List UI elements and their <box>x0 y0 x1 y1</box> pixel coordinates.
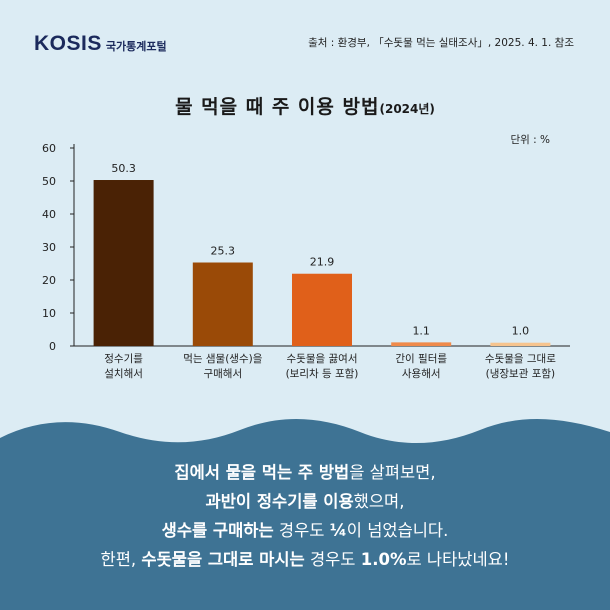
source-note: 출처 : 환경부, 「수돗물 먹는 실태조사」, 2025. 4. 1. 참조 <box>308 37 574 49</box>
x-tick-label: 설치해서 <box>104 367 143 380</box>
caption-run: 한편, <box>100 550 142 569</box>
x-tick-label: 구매해서 <box>203 367 242 380</box>
chart-title-main: 물 먹을 때 주 이용 방법 <box>175 96 380 118</box>
caption-run: 을 살펴보면, <box>349 463 436 482</box>
caption-line: 집에서 물을 먹는 주 방법을 살펴보면, <box>0 458 610 487</box>
caption-run: 수돗물을 그대로 마시는 <box>141 550 305 569</box>
caption-run: 과반이 정수기를 이용 <box>205 492 354 511</box>
caption-run: 1.0% <box>360 550 407 569</box>
x-tick-label: 수돗물을 끓여서 <box>287 353 358 365</box>
caption-run: ¼ <box>329 521 347 540</box>
x-tick-label: (냉장보관 포함) <box>486 368 556 380</box>
caption-line: 생수를 구매하는 경우도 ¼이 넘었습니다. <box>0 516 610 545</box>
bar-value-label: 50.3 <box>111 162 136 175</box>
caption-run: 로 나타났네요! <box>406 550 510 569</box>
y-tick-label: 40 <box>42 208 56 221</box>
caption-run: 경우도 <box>273 521 330 540</box>
bar <box>192 262 253 346</box>
y-tick-label: 20 <box>42 274 56 287</box>
chart-title-year: (2024년) <box>379 102 435 116</box>
caption-run: 생수를 구매하는 <box>161 521 274 540</box>
bar <box>391 342 452 346</box>
y-tick-label: 30 <box>42 241 56 254</box>
y-tick-label: 0 <box>49 340 56 353</box>
x-tick-label: 사용해서 <box>402 367 441 380</box>
bar <box>490 342 551 346</box>
caption-run: 했으며, <box>353 492 405 511</box>
logo-mark: KOSIS <box>34 32 102 55</box>
y-tick-label: 50 <box>42 175 56 188</box>
bar-value-label: 21.9 <box>310 256 335 269</box>
y-tick-label: 60 <box>42 142 56 155</box>
x-tick-label: (보리차 등 포함) <box>286 368 359 380</box>
x-tick-label: 간이 필터를 <box>395 353 447 365</box>
caption-line: 과반이 정수기를 이용했으며, <box>0 487 610 516</box>
caption-text: 집에서 물을 먹는 주 방법을 살펴보면, 과반이 정수기를 이용했으며, 생수를 … <box>0 458 610 574</box>
bar-value-label: 25.3 <box>211 245 236 258</box>
kosis-logo: KOSIS 국가통계포털 <box>34 32 167 56</box>
caption-run: 집에서 물을 먹는 주 방법 <box>174 463 350 482</box>
caption-line: 한편, 수돗물을 그대로 마시는 경우도 1.0%로 나타났네요! <box>0 545 610 574</box>
chart-title: 물 먹을 때 주 이용 방법(2024년) <box>0 92 610 119</box>
bar-value-label: 1.1 <box>412 324 430 337</box>
x-tick-label: 수돗물을 그대로 <box>485 353 556 365</box>
bar <box>292 273 352 346</box>
y-tick-label: 10 <box>42 307 56 320</box>
caption-run: 이 넘었습니다. <box>346 521 449 540</box>
unit-label: 단위 : % <box>510 134 550 146</box>
caption-run: 경우도 <box>304 550 361 569</box>
bar <box>93 180 154 346</box>
x-tick-label: 먹는 샘물(생수)을 <box>183 353 262 365</box>
bar-value-label: 1.0 <box>512 325 530 338</box>
x-tick-label: 정수기를 <box>104 353 143 365</box>
logo-subtitle: 국가통계포털 <box>105 40 167 53</box>
